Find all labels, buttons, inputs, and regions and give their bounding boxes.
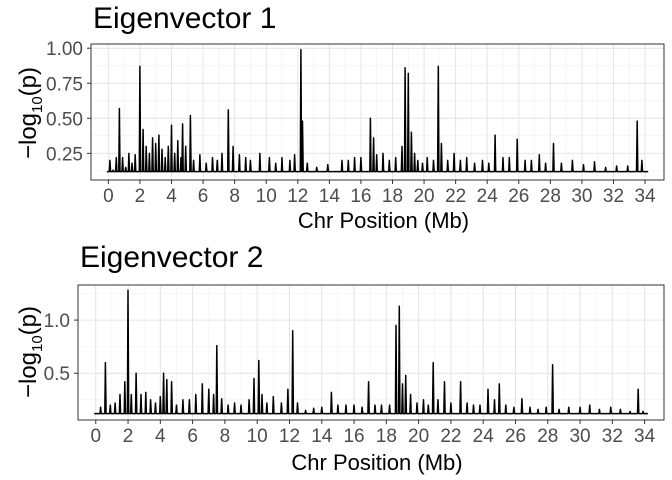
x-tick-label: 26 <box>508 186 529 207</box>
panel-border <box>77 284 665 421</box>
x-tick-label: 34 <box>634 426 656 447</box>
panel-border <box>90 43 665 181</box>
x-tick-label: 30 <box>571 186 592 207</box>
grid <box>78 285 664 420</box>
data-line-series-1 <box>94 289 648 415</box>
x-tick-label: 8 <box>220 426 231 447</box>
x-tick-label: 26 <box>505 426 526 447</box>
x-tick-label: 28 <box>537 426 558 447</box>
y-tick-label: 1.00 <box>46 39 83 60</box>
x-tick-label: 14 <box>311 426 333 447</box>
x-tick-label: 24 <box>473 426 495 447</box>
x-axis-title: Chr Position (Mb) <box>291 450 462 475</box>
x-tick-label: 20 <box>413 186 434 207</box>
x-tick-label: 12 <box>279 426 300 447</box>
x-tick-label: 10 <box>256 186 277 207</box>
x-tick-label: 10 <box>247 426 268 447</box>
plot-background <box>78 285 664 420</box>
x-tick-label: 22 <box>445 186 466 207</box>
x-tick-label: 18 <box>382 186 403 207</box>
y-tick-label: 0.5 <box>44 364 70 385</box>
y-tick-label: 1.0 <box>44 311 70 332</box>
y-axis-title-subscript: 10 <box>29 96 46 113</box>
x-tick-label: 8 <box>229 186 240 207</box>
y-axis-title-tail: (p) <box>15 306 42 335</box>
x-tick-label: 18 <box>376 426 397 447</box>
x-tick-label: 28 <box>540 186 561 207</box>
x-tick-label: 30 <box>569 426 590 447</box>
x-tick-label: 4 <box>155 426 166 447</box>
y-axis-title-subscript: 10 <box>29 335 46 352</box>
x-tick-label: 12 <box>287 186 308 207</box>
x-tick-label: 32 <box>602 426 623 447</box>
x-tick-label: 24 <box>477 186 499 207</box>
x-tick-label: 16 <box>350 186 371 207</box>
y-axis-title-main: −log <box>15 352 42 398</box>
x-tick-label: 22 <box>440 426 461 447</box>
y-axis-title-main: −log <box>15 113 42 159</box>
x-tick-label: 2 <box>135 186 146 207</box>
data-line-series-1 <box>106 48 649 173</box>
x-tick-label: 34 <box>634 186 656 207</box>
x-tick-label: 4 <box>166 186 177 207</box>
x-tick-label: 32 <box>603 186 624 207</box>
y-axis-title-tail: (p) <box>15 67 42 96</box>
x-tick-label: 16 <box>343 426 364 447</box>
y-axis-title: −log10(p) <box>15 67 46 159</box>
y-tick-label: 0.25 <box>46 144 83 165</box>
panel-1-chart: 0 2 4 6 8 10 12 14 16 18 20 22 24 26 28 30 32 340.250.500… <box>15 39 665 233</box>
x-tick-label: 14 <box>319 186 341 207</box>
x-tick-label: 20 <box>408 426 429 447</box>
x-tick-label: 0 <box>90 426 101 447</box>
y-axis-title: −log10(p) <box>15 306 46 398</box>
x-tick-label: 2 <box>123 426 134 447</box>
y-tick-label: 0.50 <box>46 109 83 130</box>
x-tick-label: 6 <box>187 426 198 447</box>
grid <box>91 44 664 180</box>
panel-1-title: Eigenvector 1 <box>93 2 277 35</box>
x-tick-label: 6 <box>198 186 209 207</box>
panel-2-title: Eigenvector 2 <box>80 241 264 274</box>
x-tick-label: 0 <box>103 186 114 207</box>
x-axis-title: Chr Position (Mb) <box>298 208 469 233</box>
y-tick-label: 0.75 <box>46 74 83 95</box>
